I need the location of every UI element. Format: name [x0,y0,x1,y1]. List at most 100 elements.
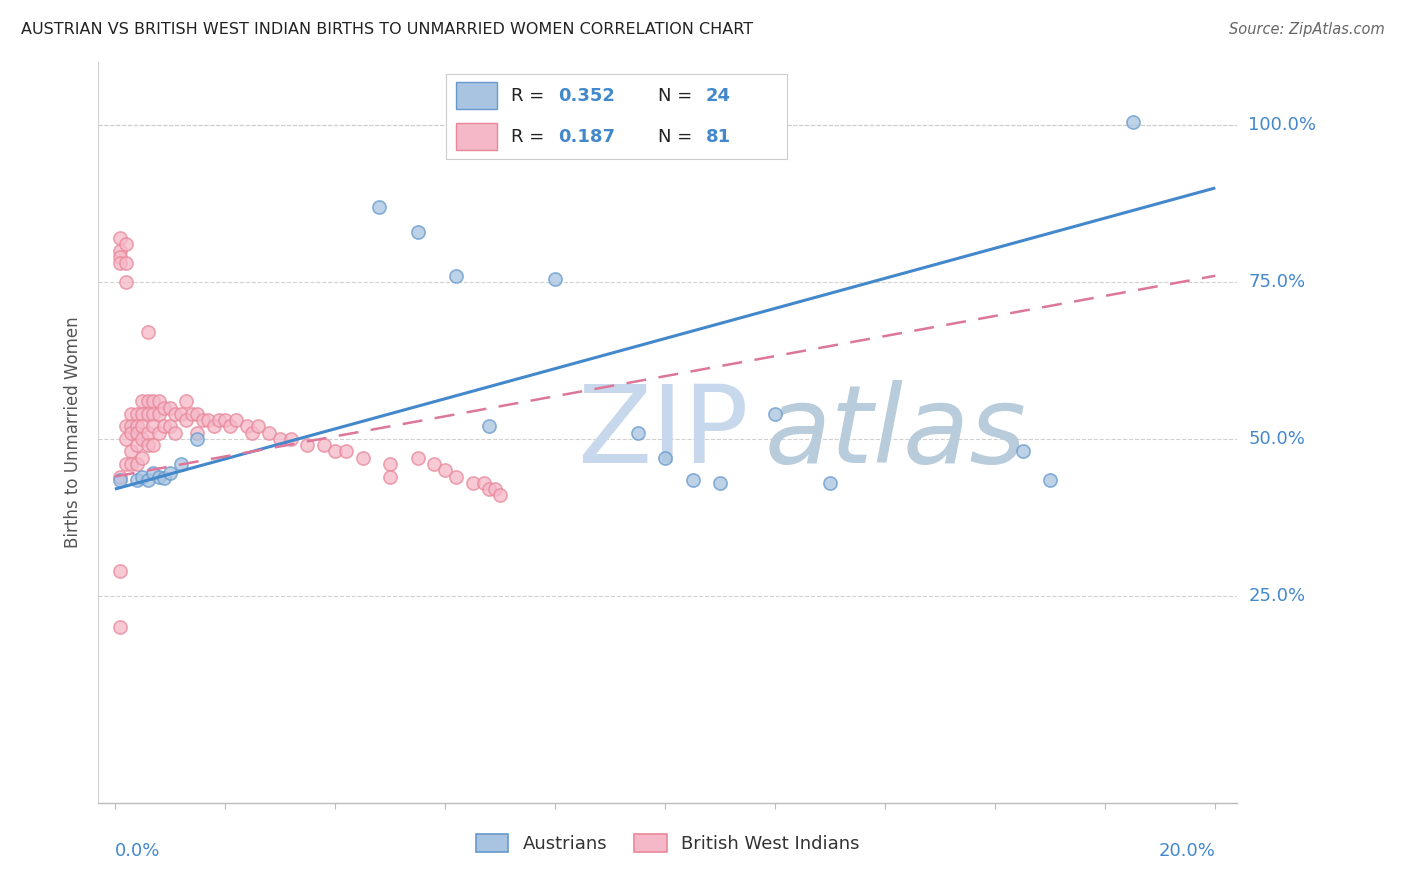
Point [136,325,159,339]
Point [148,394,170,409]
Point [763,407,786,421]
Point [1122,115,1144,129]
Text: 75.0%: 75.0% [1249,273,1306,291]
Point [110,473,132,487]
Point [246,419,269,434]
Point [131,432,153,446]
Point [478,419,501,434]
Point [110,620,132,634]
Text: ZIP: ZIP [576,380,748,485]
Point [434,463,457,477]
Point [125,473,148,487]
Point [148,407,170,421]
Point [186,432,208,446]
Point [120,407,142,421]
Point [186,425,208,440]
Point [110,244,132,258]
Point [181,407,204,421]
Point [131,469,153,483]
Point [444,469,467,483]
Point [461,475,484,490]
Point [170,457,193,471]
Point [115,237,138,252]
Point [131,419,153,434]
Point [544,272,567,286]
Point [131,450,153,465]
Point [148,425,170,440]
Point [406,225,429,239]
Point [125,407,148,421]
Point [115,256,138,270]
Point [368,200,391,214]
Point [131,407,153,421]
Point [406,450,429,465]
Point [142,467,165,481]
Point [444,268,467,283]
Point [323,444,346,458]
Point [682,473,704,487]
Point [1011,444,1033,458]
Point [352,450,374,465]
Point [136,407,159,421]
Point [142,438,165,452]
Point [423,457,446,471]
Text: AUSTRIAN VS BRITISH WEST INDIAN BIRTHS TO UNMARRIED WOMEN CORRELATION CHART: AUSTRIAN VS BRITISH WEST INDIAN BIRTHS T… [21,22,754,37]
Point [378,457,401,471]
Point [159,467,181,481]
Point [176,413,198,427]
Point [148,469,170,483]
Point [186,407,208,421]
Point [115,275,138,289]
Point [219,419,242,434]
Point [378,469,401,483]
Point [1039,473,1062,487]
Point [297,438,319,452]
Point [131,394,153,409]
Point [110,256,132,270]
Point [818,475,841,490]
Point [120,419,142,434]
Point [269,432,291,446]
Text: 50.0%: 50.0% [1249,430,1305,448]
Point [110,250,132,264]
Text: Source: ZipAtlas.com: Source: ZipAtlas.com [1229,22,1385,37]
Point [280,432,302,446]
Point [626,425,648,440]
Legend: Austrians, British West Indians: Austrians, British West Indians [468,827,868,861]
Point [136,394,159,409]
Point [202,419,225,434]
Point [489,488,512,502]
Point [257,425,280,440]
Point [242,425,264,440]
Point [170,407,193,421]
Point [225,413,247,427]
Point [115,457,138,471]
Point [165,407,187,421]
Text: 0.0%: 0.0% [115,842,160,860]
Point [110,564,132,578]
Point [115,419,138,434]
Point [484,482,506,496]
Point [312,438,335,452]
Point [191,413,214,427]
Point [120,457,142,471]
Point [153,419,176,434]
Point [709,475,731,490]
Text: 100.0%: 100.0% [1249,116,1316,134]
Y-axis label: Births to Unmarried Women: Births to Unmarried Women [65,317,83,549]
Point [142,394,165,409]
Point [335,444,357,458]
Point [125,419,148,434]
Point [654,450,676,465]
Point [214,413,236,427]
Point [197,413,219,427]
Point [136,425,159,440]
Point [136,473,159,487]
Point [142,419,165,434]
Point [120,444,142,458]
Text: 20.0%: 20.0% [1159,842,1215,860]
Point [115,432,138,446]
Point [142,407,165,421]
Point [208,413,231,427]
Point [153,401,176,415]
